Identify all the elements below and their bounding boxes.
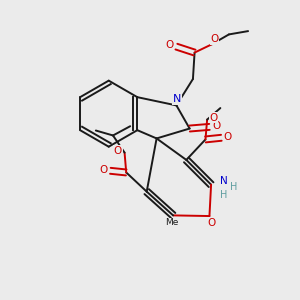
Text: N: N xyxy=(173,94,181,104)
Text: O: O xyxy=(210,34,218,44)
Text: Me: Me xyxy=(165,218,178,227)
Text: O: O xyxy=(224,132,232,142)
Text: H: H xyxy=(230,182,237,192)
Text: O: O xyxy=(99,165,107,175)
Text: O: O xyxy=(207,218,215,228)
Text: H: H xyxy=(220,190,227,200)
Text: O: O xyxy=(212,121,220,131)
Text: O: O xyxy=(165,40,173,50)
Text: N: N xyxy=(220,176,227,186)
Text: O: O xyxy=(114,146,122,156)
Text: O: O xyxy=(210,113,218,123)
